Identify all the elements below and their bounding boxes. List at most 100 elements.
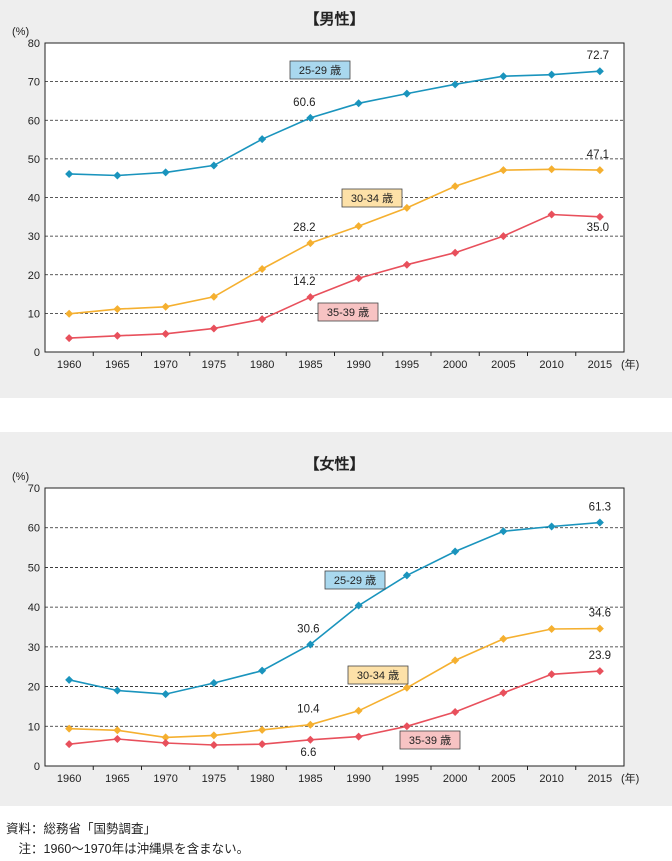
data-point [451,182,460,191]
y-tick-label: 20 [28,270,40,282]
chart-panel-male: 【男性】 (%) 0 10 20 30 40 50 60 70 80 1960 1965 1970 1975… [0,0,672,398]
series-label: 35-39 歳 [327,306,369,319]
data-point [595,212,604,221]
data-point [306,735,315,744]
data-label: 28.2 [293,222,315,234]
x-axis-unit: (年) [621,771,639,785]
y-tick-label: 10 [28,308,40,320]
data-point [354,99,363,108]
x-tick-label: 2000 [443,359,467,371]
data-point [451,80,460,89]
x-tick-label: 1970 [153,359,177,371]
data-point [113,734,122,743]
x-tick-label: 2010 [539,773,563,785]
series-label: 25-29 歳 [334,574,376,587]
x-tick-label: 1985 [298,773,322,785]
series-label-box [341,188,403,208]
data-point [306,720,315,729]
series-line-1 [68,521,600,695]
data-label: 6.6 [300,747,316,759]
x-tick-label: 2015 [588,773,612,785]
remark-note: 注：1960～1970年は沖縄県を含まない。 [6,842,250,856]
series-label: 30-34 歳 [351,192,393,205]
y-tick-label: 50 [28,562,40,574]
data-point [402,203,411,212]
data-point [402,683,411,692]
y-tick-label: 70 [28,483,40,495]
data-point [209,324,218,333]
data-point [354,732,363,741]
y-tick-label: 30 [28,642,40,654]
data-label: 61.3 [589,502,611,514]
y-tick-label: 0 [34,761,40,773]
data-point [595,624,604,633]
data-point [113,686,122,695]
y-tick-label: 40 [28,602,40,614]
x-tick-label: 1975 [202,359,226,371]
y-tick-label: 60 [28,523,40,535]
x-tick-label: 1995 [395,359,419,371]
line-chart-male: 【男性】 (%) 0 10 20 30 40 50 60 70 80 1960 1965 1970 1975… [12,10,639,371]
data-point [209,740,218,749]
y-tick-label: 10 [28,721,40,733]
data-point [65,169,74,178]
data-point [161,733,170,742]
data-label: 72.7 [587,50,609,62]
series-line-3 [69,213,600,339]
data-point [402,89,411,98]
data-point [451,707,460,716]
series-line-2 [69,168,600,315]
data-point [547,670,556,679]
series-line-2 [69,627,600,739]
y-tick-label: 40 [28,193,40,205]
data-point [595,166,604,175]
y-tick-label: 20 [28,682,40,694]
y-tick-label: 0 [34,347,40,359]
y-axis-unit: (%) [12,26,29,38]
x-tick-label: 1995 [395,773,419,785]
x-tick-label: 2015 [588,359,612,371]
y-axis-unit: (%) [12,471,29,483]
data-point [161,168,170,177]
series-label-box [324,570,386,590]
x-tick-label: 1975 [202,773,226,785]
data-point [209,292,218,301]
x-tick-label: 1990 [346,773,370,785]
data-label: 23.9 [589,650,611,662]
data-point [209,678,218,687]
data-label: 14.2 [293,276,315,288]
series-label-box [399,730,461,750]
data-point [113,171,122,180]
data-point [354,601,363,610]
x-tick-label: 1965 [105,359,129,371]
y-tick-label: 80 [28,38,40,50]
plot-area [45,488,624,766]
chart-title: 【女性】 [304,455,364,473]
data-point [547,522,556,531]
data-point [499,688,508,697]
y-tick-label: 60 [28,115,40,127]
data-point [258,135,267,144]
data-label: 10.4 [297,704,320,716]
data-point [113,726,122,735]
series-label: 35-39 歳 [409,734,451,747]
data-point [402,571,411,580]
x-tick-label: 1980 [250,359,274,371]
x-tick-label: 2000 [443,773,467,785]
data-point [258,264,267,273]
series-label: 30-34 歳 [357,669,399,682]
data-point [499,527,508,536]
series-line-1 [69,70,600,177]
series-label-box [347,665,409,685]
data-point [402,722,411,731]
data-label: 30.6 [297,623,319,635]
x-tick-label: 1960 [57,359,81,371]
x-tick-label: 2010 [539,359,563,371]
data-point [354,706,363,715]
data-point [258,666,267,675]
data-point [451,656,460,665]
x-tick-label: 2005 [491,359,515,371]
data-point [161,738,170,747]
data-point [595,667,604,676]
chart-panel-female: 【女性】 (%) 0 10 20 30 40 50 60 70 1960 1965 1970 1975 19… [0,432,672,806]
